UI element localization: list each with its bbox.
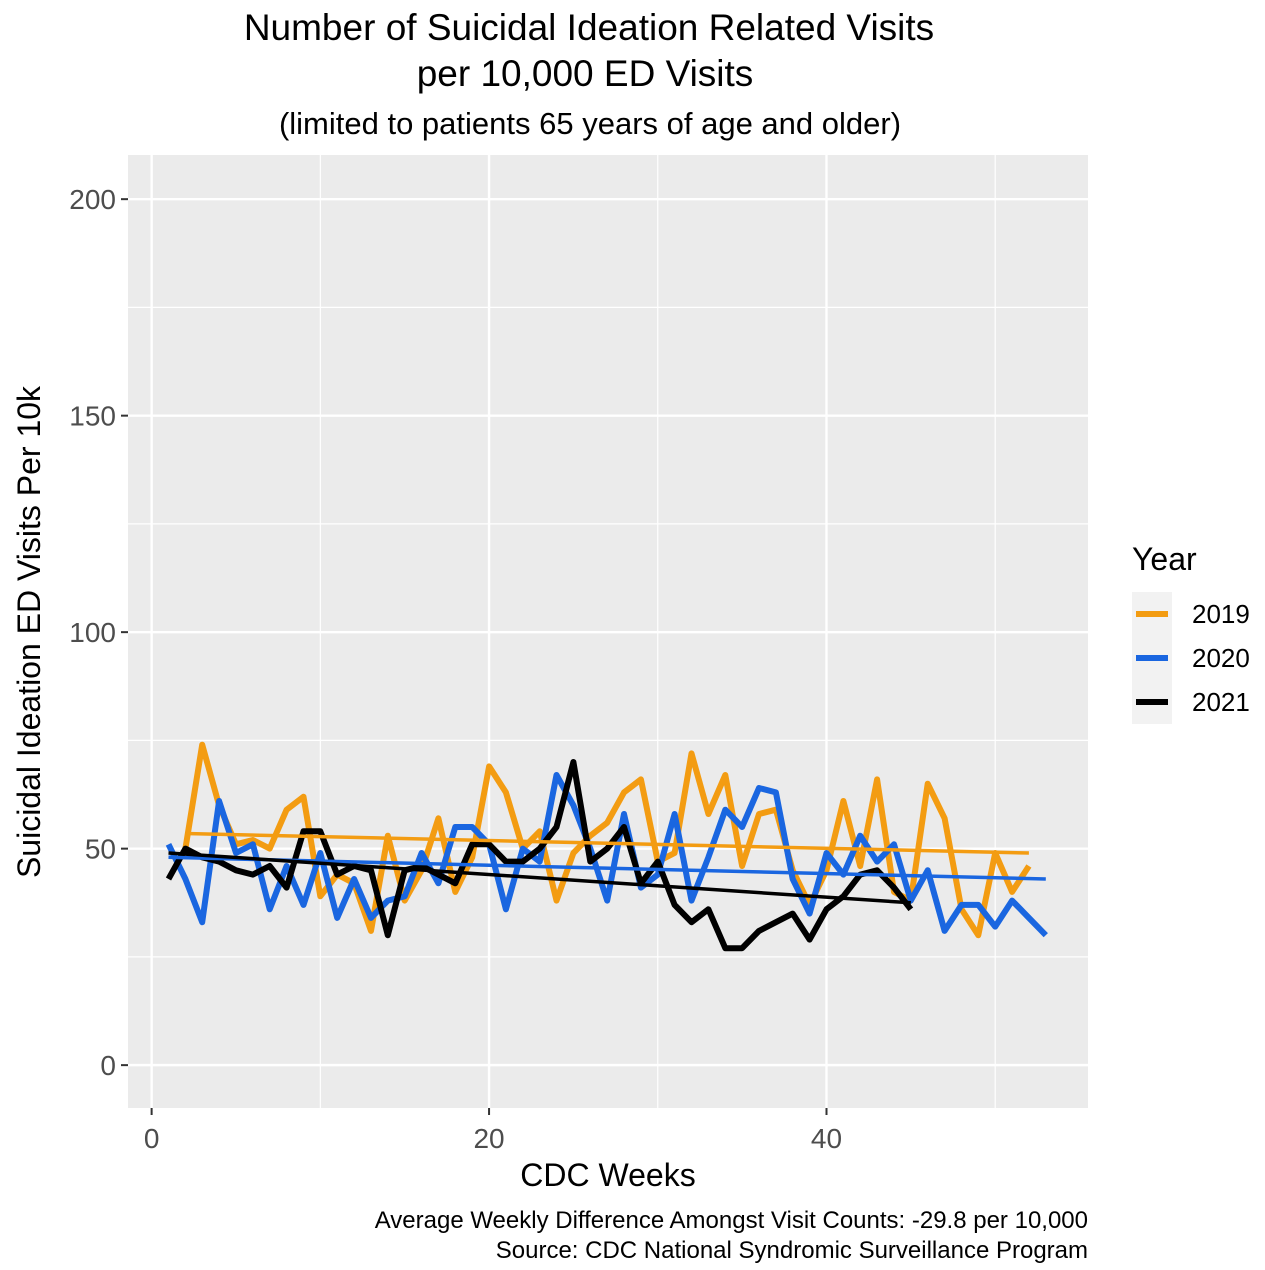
series-line (165, 759, 914, 952)
legend-label: 2021 (1192, 687, 1250, 717)
y-tick-label: 200 (69, 184, 116, 215)
trend-line (168, 851, 911, 905)
series-line (182, 741, 1032, 939)
trend-line (185, 831, 1029, 855)
x-tick-label: 40 (811, 1123, 842, 1154)
trend-line (168, 855, 1046, 881)
y-tick-label: 0 (100, 1050, 116, 1081)
chart-subtitle: (limited to patients 65 years of age and… (279, 106, 901, 141)
legend-title: Year (1132, 541, 1197, 577)
x-axis-title: CDC Weeks (520, 1157, 695, 1193)
chart-title: per 10,000 ED Visits (417, 53, 754, 94)
x-tick-label: 20 (473, 1123, 504, 1154)
series-line (165, 772, 1048, 938)
x-tick-label: 0 (144, 1123, 160, 1154)
legend-label: 2019 (1192, 599, 1250, 629)
legend-label: 2020 (1192, 643, 1250, 673)
chart-title: Number of Suicidal Ideation Related Visi… (244, 7, 934, 48)
y-tick-label: 50 (85, 834, 116, 865)
y-axis-title: Suicidal Ideation ED Visits Per 10k (11, 385, 47, 878)
y-tick-label: 100 (69, 617, 116, 648)
caption: Average Weekly Difference Amongst Visit … (375, 1207, 1088, 1234)
y-tick-label: 150 (69, 401, 116, 432)
caption: Source: CDC National Syndromic Surveilla… (496, 1237, 1088, 1264)
